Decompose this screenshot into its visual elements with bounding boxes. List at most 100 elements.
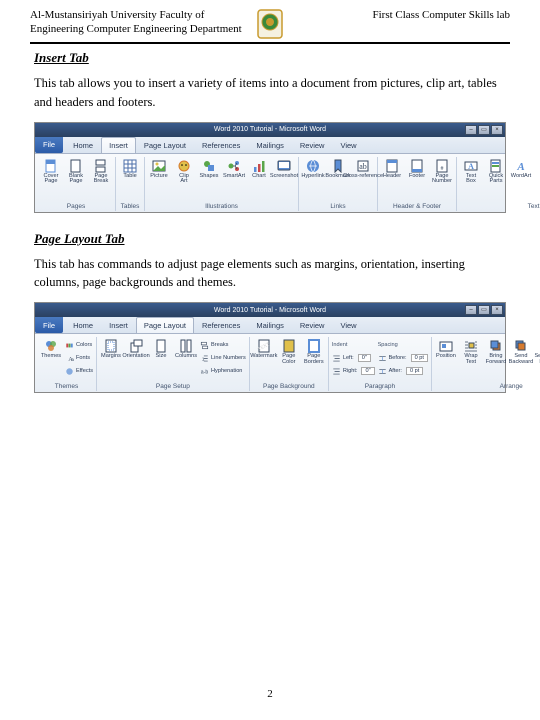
tab-mailings[interactable]: Mailings <box>248 137 292 153</box>
tab-references[interactable]: References <box>194 137 248 153</box>
header-right: First Class Computer Skills lab <box>294 8 510 22</box>
linenum-item[interactable]: 1Line Numbers <box>200 352 246 364</box>
tab-insert[interactable]: Insert <box>101 137 136 153</box>
svg-text:ab: ab <box>359 162 367 171</box>
table-btn[interactable]: Table <box>119 159 141 180</box>
ribbon-group-themes: ThemesColorsAaFontsEffectsThemes <box>37 337 97 391</box>
minimize-icon[interactable]: – <box>465 305 477 315</box>
ribbon-body: CoverPageBlankPagePageBreakPagesTableTab… <box>35 154 505 212</box>
blank-page-btn[interactable]: BlankPage <box>65 159 87 185</box>
screenshot-btn[interactable]: Screenshot <box>273 159 295 180</box>
tab-mailings[interactable]: Mailings <box>248 317 292 333</box>
pnum-icon: # <box>435 159 449 173</box>
doc-white-icon <box>69 159 83 173</box>
orientation-btn[interactable]: Orientation <box>125 339 147 360</box>
tab-references[interactable]: References <box>194 317 248 333</box>
backward-btn[interactable]: SendBackward <box>510 339 532 365</box>
svg-text:A: A <box>516 161 524 173</box>
pagenum-btn[interactable]: #PageNumber <box>431 159 453 185</box>
hyperlink-btn[interactable]: Hyperlink <box>302 159 324 180</box>
ribbon-group-links: HyperlinkBookmarkabCross-referenceLinks <box>299 157 378 211</box>
wordart-btn[interactable]: AWordArt <box>510 159 532 180</box>
wrap-btn[interactable]: WrapText <box>460 339 482 365</box>
pagecolor-btn[interactable]: PageColor <box>278 339 300 365</box>
themes-btn[interactable]: Themes <box>40 339 62 360</box>
orient-icon <box>129 339 143 353</box>
footer-btn[interactable]: Footer <box>406 159 428 180</box>
position-btn[interactable]: Position <box>435 339 457 360</box>
ribbon-group-page-setup: MarginsOrientationSizeColumnsBreaks1Line… <box>97 337 250 391</box>
ribbon-group-illustrations: PictureClipArtShapesSmartArtChartScreens… <box>145 157 299 211</box>
svg-text:1: 1 <box>202 356 205 361</box>
tab-view[interactable]: View <box>332 137 364 153</box>
close-icon[interactable]: × <box>491 125 503 135</box>
wordart-icon: A <box>514 159 528 173</box>
group-label: Arrange <box>435 382 540 391</box>
textbox-btn[interactable]: ATextBox <box>460 159 482 185</box>
indent-left[interactable]: Left:0" <box>332 352 375 364</box>
file-tab[interactable]: File <box>35 137 63 153</box>
selpane-btn[interactable]: SelectionPane <box>535 339 540 365</box>
fwd-icon <box>489 339 503 353</box>
pborder-icon <box>307 339 321 353</box>
ribbon-group-paragraph: IndentLeft:0"Right:0"SpacingBefore:0 ptA… <box>329 337 432 391</box>
group-label: Page Setup <box>100 382 246 391</box>
close-icon[interactable]: × <box>491 305 503 315</box>
footer-icon <box>410 159 424 173</box>
group-label: Paragraph <box>332 382 428 391</box>
tab-insert[interactable]: Insert <box>101 317 136 333</box>
pos-icon <box>439 339 453 353</box>
shapes-icon <box>202 159 216 173</box>
tab-page-layout[interactable]: Page Layout <box>136 137 194 153</box>
cover-page-btn[interactable]: CoverPage <box>40 159 62 185</box>
tab-review[interactable]: Review <box>292 317 333 333</box>
ribbon-tabstrip: FileHomeInsertPage LayoutReferencesMaili… <box>35 317 505 334</box>
dropcap-btn[interactable]: ADropCap <box>535 159 540 185</box>
watermark-btn[interactable]: TEXTWatermark <box>253 339 275 360</box>
header-icon <box>385 159 399 173</box>
maximize-icon[interactable]: ▭ <box>478 305 490 315</box>
page-break-btn[interactable]: PageBreak <box>90 159 112 185</box>
shapes-btn[interactable]: Shapes <box>198 159 220 180</box>
breaks-item[interactable]: Breaks <box>200 339 246 351</box>
chart-btn[interactable]: Chart <box>248 159 270 180</box>
fonts-item[interactable]: AaFonts <box>65 352 93 364</box>
tab-review[interactable]: Review <box>292 137 333 153</box>
tab-page-layout[interactable]: Page Layout <box>136 317 194 333</box>
crossref-btn[interactable]: abCross-reference <box>352 159 374 180</box>
ribbon-group-pages: CoverPageBlankPagePageBreakPages <box>37 157 116 211</box>
section-text: This tab has commands to adjust page ele… <box>34 255 506 293</box>
colors-item[interactable]: Colors <box>65 339 93 351</box>
themes-icon <box>44 339 58 353</box>
header-rule <box>30 42 510 44</box>
ribbon-group-page-background: TEXTWatermarkPageColorPageBordersPage Ba… <box>250 337 329 391</box>
file-tab[interactable]: File <box>35 317 63 333</box>
forward-btn[interactable]: BringForward <box>485 339 507 365</box>
screen-icon <box>277 159 291 173</box>
clip-icon <box>177 159 191 173</box>
effects-item[interactable]: Effects <box>65 365 93 377</box>
size-btn[interactable]: Size <box>150 339 172 360</box>
header-btn[interactable]: Header <box>381 159 403 180</box>
tab-view[interactable]: View <box>332 317 364 333</box>
quickparts-btn[interactable]: QuickParts <box>485 159 507 185</box>
tab-home[interactable]: Home <box>65 137 101 153</box>
indent-right[interactable]: Right:0" <box>332 365 375 377</box>
borders-btn[interactable]: PageBorders <box>303 339 325 365</box>
section-title: Insert Tab <box>34 50 506 66</box>
university-logo-icon <box>256 8 284 40</box>
margins-icon <box>104 339 118 353</box>
tab-home[interactable]: Home <box>65 317 101 333</box>
minimize-icon[interactable]: – <box>465 125 477 135</box>
clipart-btn[interactable]: ClipArt <box>173 159 195 185</box>
smartart-btn[interactable]: SmartArt <box>223 159 245 180</box>
grid-icon <box>123 159 137 173</box>
margins-btn[interactable]: Margins <box>100 339 122 360</box>
section-title: Page Layout Tab <box>34 231 506 247</box>
hyphen-item[interactable]: a-bHyphenation <box>200 365 246 377</box>
space-before[interactable]: Before:0 pt <box>378 352 428 364</box>
space-after[interactable]: After:0 pt <box>378 365 428 377</box>
columns-btn[interactable]: Columns <box>175 339 197 360</box>
maximize-icon[interactable]: ▭ <box>478 125 490 135</box>
picture-btn[interactable]: Picture <box>148 159 170 180</box>
